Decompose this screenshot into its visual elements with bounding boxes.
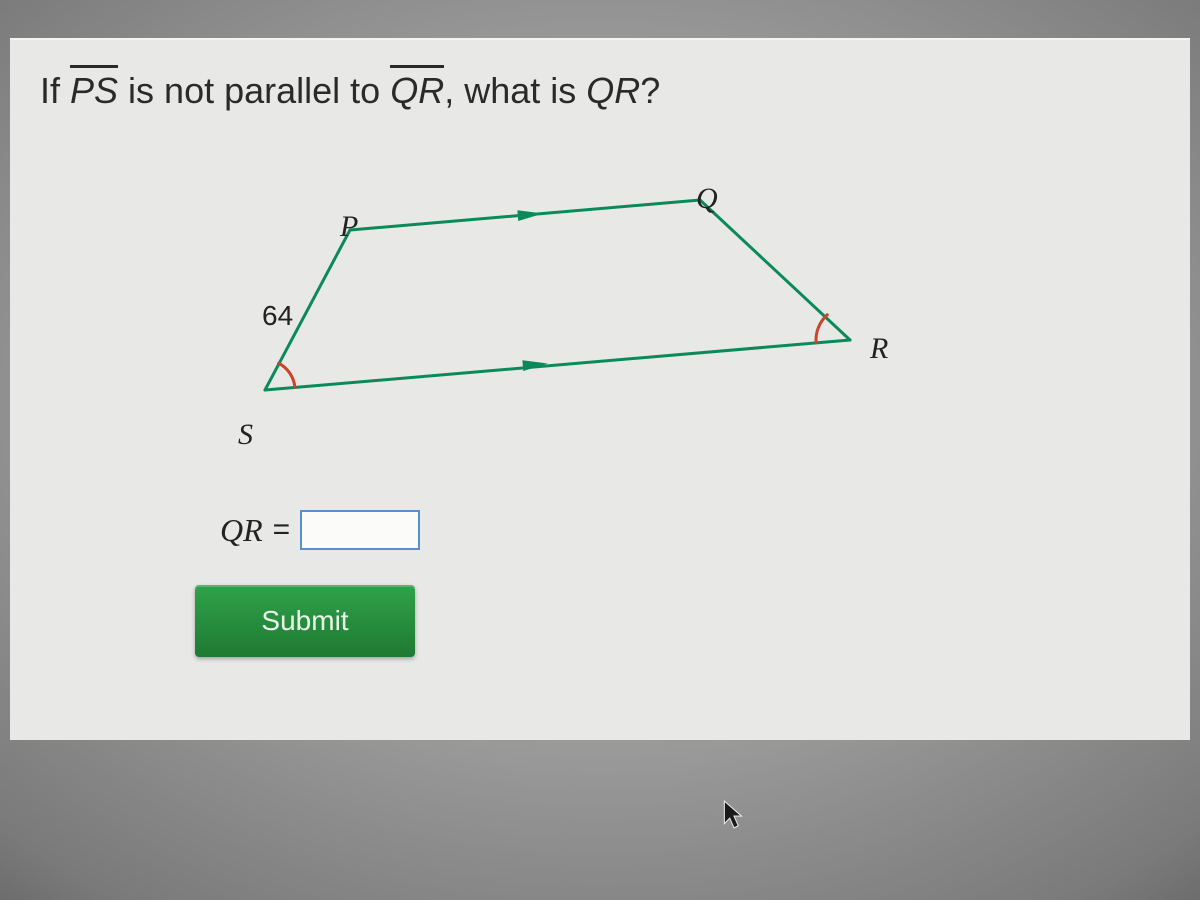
segment-ps: PS xyxy=(70,65,118,111)
question-card: If PS is not parallel to QR, what is QR?… xyxy=(10,38,1190,740)
cursor-icon xyxy=(723,800,745,830)
screen: If PS is not parallel to QR, what is QR?… xyxy=(0,0,1200,900)
segment-qr: QR xyxy=(390,65,444,111)
answer-input[interactable] xyxy=(300,510,420,550)
trapezoid-diagram: P Q R S 64 xyxy=(210,170,930,450)
trapezoid-svg xyxy=(210,170,930,450)
question-prompt: If PS is not parallel to QR, what is QR? xyxy=(40,70,660,112)
vertex-label-r: R xyxy=(870,332,888,366)
equals-sign: = xyxy=(273,513,291,547)
side-ps-value: 64 xyxy=(262,300,293,332)
prompt-text-prefix: If xyxy=(40,70,70,111)
variable-qr: QR xyxy=(586,70,640,111)
vertex-label-p: P xyxy=(340,210,358,244)
answer-row: QR = xyxy=(220,510,420,550)
prompt-text-suffix: ? xyxy=(640,70,660,111)
answer-variable-label: QR xyxy=(220,512,263,549)
prompt-text-mid: is not parallel to xyxy=(118,70,390,111)
vertex-label-q: Q xyxy=(696,182,718,216)
prompt-text-mid2: , what is xyxy=(444,70,586,111)
submit-button[interactable]: Submit xyxy=(195,585,415,657)
vertex-label-s: S xyxy=(238,418,253,452)
